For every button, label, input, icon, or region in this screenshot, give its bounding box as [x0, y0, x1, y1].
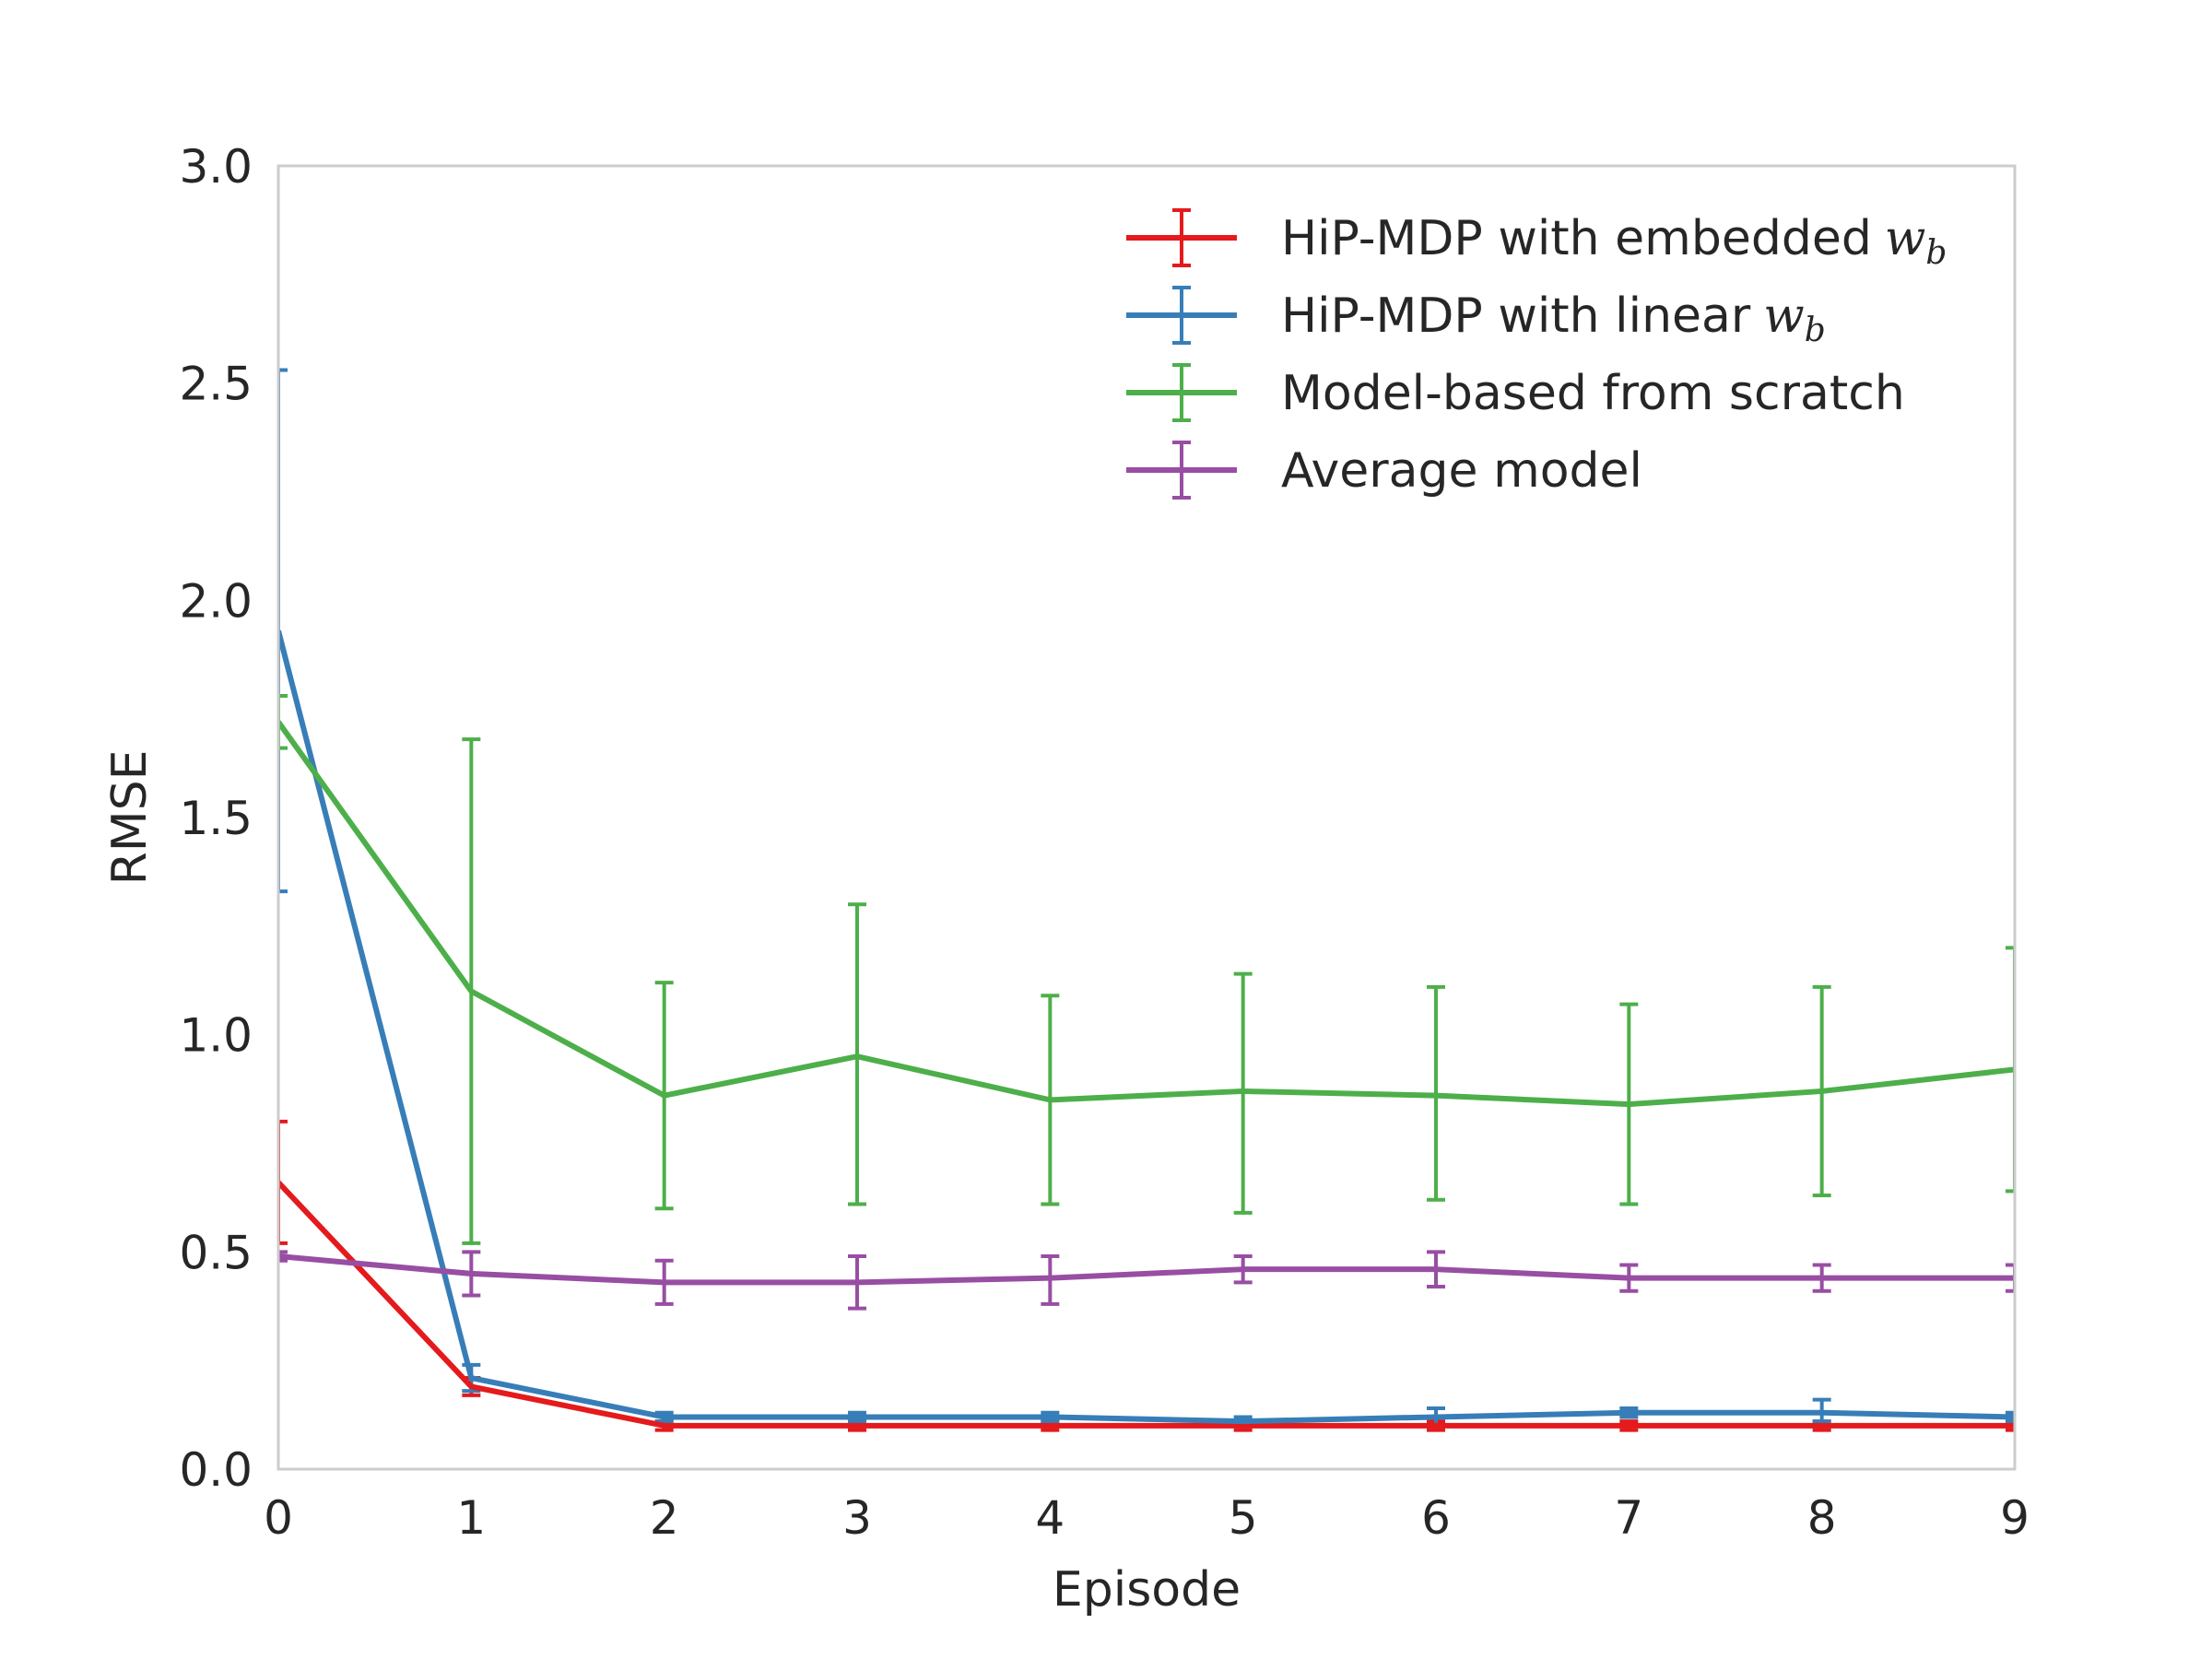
- legend-label: HiP-MDP with embedded wb: [1281, 211, 1947, 272]
- legend-label: Average model: [1281, 443, 1642, 499]
- legend-label-text: HiP-MDP with linear: [1281, 288, 1751, 344]
- x-tick-label: 9: [2000, 1491, 2030, 1545]
- legend-math-var: w: [1885, 211, 1926, 266]
- legend-item: HiP-MDP with linear wb: [1126, 286, 1826, 349]
- series-line-3: [278, 1253, 2015, 1286]
- legend-label: HiP-MDP with linear wb: [1281, 288, 1826, 349]
- series-2: [278, 694, 2015, 1245]
- legend-math-subscript: b: [1805, 312, 1826, 349]
- series-line-2: [278, 720, 2015, 1108]
- y-tick-label: 3.0: [179, 140, 253, 194]
- x-tick-label: 1: [456, 1491, 486, 1545]
- legend-label-text: Average model: [1281, 443, 1642, 499]
- series-group: [278, 368, 2015, 1432]
- series-line-1: [278, 629, 2015, 1425]
- series-line-0: [278, 1180, 2015, 1429]
- x-tick-label: 0: [264, 1491, 293, 1545]
- x-tick-label: 8: [1807, 1491, 1837, 1545]
- x-tick-label: 3: [842, 1491, 872, 1545]
- x-axis-label: Episode: [1053, 1562, 1241, 1618]
- x-tick-label: 2: [650, 1491, 679, 1545]
- plot-frame: [276, 164, 2017, 1471]
- legend-label-text: HiP-MDP with embedded: [1281, 211, 1872, 266]
- y-tick-label: 0.0: [179, 1443, 253, 1497]
- y-tick-label: 1.5: [179, 792, 253, 845]
- plot-area: [278, 368, 2015, 1432]
- legend-label-text: Model-based from scratch: [1281, 366, 1905, 421]
- x-tick-label: 6: [1421, 1491, 1451, 1545]
- legend-label: Model-based from scratch: [1281, 366, 1905, 421]
- x-tick-label: 7: [1614, 1491, 1643, 1545]
- tick-labels: 0 1 2 3 4 5 6 7 8 9 0.0 0.5 1.0 1.5 2.0 2.5 3.0: [179, 140, 2029, 1545]
- y-axis-label: RMSE: [102, 750, 158, 886]
- x-tick-label: 4: [1035, 1491, 1065, 1545]
- x-tick-label: 5: [1229, 1491, 1258, 1545]
- legend-math-var: w: [1763, 288, 1805, 344]
- y-tick-label: 2.0: [179, 574, 253, 628]
- y-tick-label: 1.0: [179, 1009, 253, 1063]
- y-tick-label: 2.5: [179, 358, 253, 411]
- legend-item: Average model: [1126, 441, 1642, 500]
- legend-math-subscript: b: [1925, 234, 1947, 272]
- legend-item: HiP-MDP with embedded wb: [1126, 208, 1947, 272]
- y-tick-label: 0.5: [179, 1226, 253, 1279]
- legend-item: Model-based from scratch: [1126, 363, 1905, 422]
